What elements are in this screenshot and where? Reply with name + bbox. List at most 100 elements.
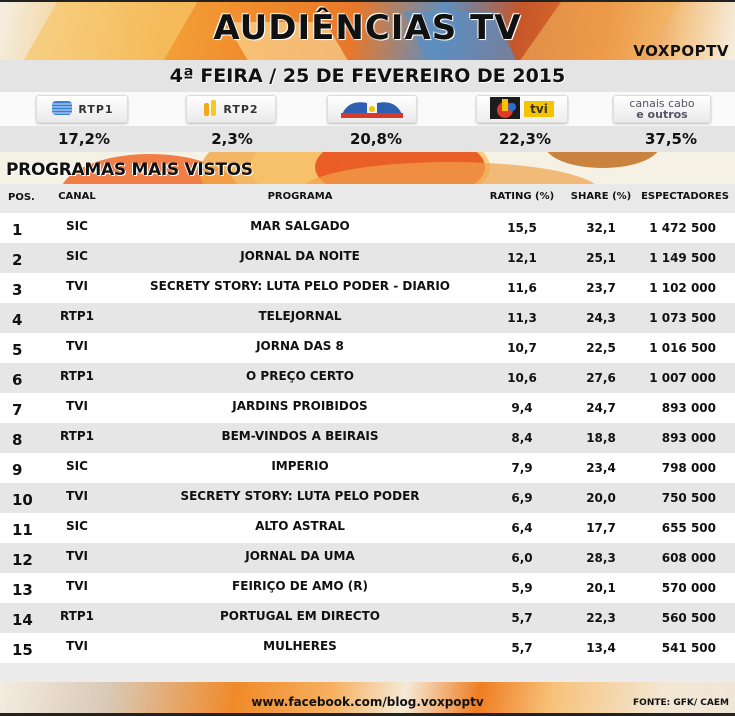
cell-canal: SIC — [66, 219, 88, 233]
section-band: PROGRAMAS MAIS VISTOS — [0, 152, 735, 184]
cell-share: 25,1 — [586, 251, 616, 265]
tvi-logo-text: tvi — [524, 101, 554, 117]
cell-espectadores: 608 000 — [661, 551, 716, 565]
share-rtp2: 2,3% — [211, 130, 253, 148]
cell-pos: 10 — [12, 491, 33, 509]
cell-espectadores: 541 500 — [661, 641, 716, 655]
table-row: 6 RTP1 O PREÇO CERTO 10,6 27,6 1 007 000 — [0, 363, 735, 393]
cell-pos: 7 — [12, 401, 23, 419]
cell-share: 17,7 — [586, 521, 616, 535]
cell-canal: SIC — [66, 459, 88, 473]
share-cabo: 37,5% — [644, 130, 698, 148]
cell-programa: TELEJORNAL — [258, 309, 342, 323]
cell-canal: RTP1 — [59, 609, 95, 623]
cell-rating: 6,0 — [511, 551, 533, 565]
footer-banner: www.facebook.com/blog.voxpoptv FONTE: GF… — [0, 682, 735, 716]
table-row: 7 TVI JARDINS PROIBIDOS 9,4 24,7 893 000 — [0, 393, 735, 423]
cell-pos: 15 — [12, 641, 33, 659]
cell-programa: PORTUGAL EM DIRECTO — [220, 609, 380, 623]
table-header: POS. CANAL PROGRAMA RATING (%) SHARE (%)… — [0, 184, 735, 213]
cell-espectadores: 1 102 000 — [649, 281, 716, 295]
column-header-share: SHARE (%) — [570, 191, 632, 202]
cell-rating: 12,1 — [507, 251, 537, 265]
cell-programa: JORNAL DA NOITE — [240, 249, 360, 263]
cell-rating: 6,9 — [511, 491, 533, 505]
cell-share: 28,3 — [586, 551, 616, 565]
cell-pos: 13 — [12, 581, 33, 599]
sic-logo-icon — [337, 97, 407, 122]
table-row: 15 TVI MULHERES 5,7 13,4 541 500 — [0, 633, 735, 663]
cell-espectadores: 893 000 — [661, 401, 716, 415]
rtp1-logo: RTP1 — [36, 95, 128, 123]
column-header-rating: RATING (%) — [489, 191, 555, 202]
cell-share: 20,1 — [586, 581, 616, 595]
decorative-shape — [300, 162, 600, 184]
cell-share: 32,1 — [586, 221, 616, 235]
cell-programa: MULHERES — [263, 639, 337, 653]
cell-canal: RTP1 — [59, 429, 95, 443]
cell-canal: TVI — [66, 579, 88, 593]
cell-espectadores: 893 000 — [661, 431, 716, 445]
cell-canal: TVI — [66, 279, 88, 293]
cell-programa: FEIRIÇO DE AMO (R) — [232, 579, 368, 593]
rtp2-logo-icon — [203, 99, 219, 120]
cell-canal: RTP1 — [59, 369, 95, 383]
table-row: 14 RTP1 PORTUGAL EM DIRECTO 5,7 22,3 560… — [0, 603, 735, 633]
cell-espectadores: 750 500 — [661, 491, 716, 505]
column-header-pos: POS. — [8, 192, 35, 203]
rtp1-logo-icon — [50, 100, 74, 119]
cell-share: 13,4 — [586, 641, 616, 655]
share-rtp1: 17,2% — [57, 130, 111, 148]
table-row: 2 SIC JORNAL DA NOITE 12,1 25,1 1 149 50… — [0, 243, 735, 273]
cell-canal: TVI — [66, 489, 88, 503]
cabo-logo-text-line1: canais cabo — [629, 97, 695, 110]
table-row: 12 TVI JORNAL DA UMA 6,0 28,3 608 000 — [0, 543, 735, 573]
column-header-canal: CANAL — [58, 191, 96, 202]
column-header-espectadores: ESPECTADORES — [641, 191, 729, 202]
cell-share: 18,8 — [586, 431, 616, 445]
cell-pos: 2 — [12, 251, 23, 269]
cell-share: 23,7 — [586, 281, 616, 295]
channel-shares: 17,2% 2,3% 20,8% 22,3% 37,5% — [0, 126, 735, 152]
table-row: 5 TVI JORNA DAS 8 10,7 22,5 1 016 500 — [0, 333, 735, 363]
share-sic: 20,8% — [349, 130, 403, 148]
cabo-logo: canais cabo e outros — [613, 95, 711, 123]
cell-espectadores: 1 073 500 — [649, 311, 716, 325]
cell-espectadores: 1 149 500 — [649, 251, 716, 265]
cell-pos: 3 — [12, 281, 23, 299]
cell-rating: 9,4 — [511, 401, 533, 415]
cell-programa: SECRETY STORY: LUTA PELO PODER — [180, 489, 420, 503]
cell-rating: 7,9 — [511, 461, 533, 475]
cell-rating: 5,7 — [511, 611, 533, 625]
cell-programa: BEM-VINDOS A BEIRAIS — [221, 429, 379, 443]
cell-rating: 6,4 — [511, 521, 533, 535]
cell-canal: TVI — [66, 399, 88, 413]
cell-rating: 8,4 — [511, 431, 533, 445]
cell-share: 27,6 — [586, 371, 616, 385]
cell-pos: 1 — [12, 221, 23, 239]
cell-pos: 11 — [12, 521, 33, 539]
share-tvi: 22,3% — [498, 130, 552, 148]
rtp2-logo: RTP2 — [186, 95, 276, 123]
sic-logo — [327, 95, 417, 123]
cell-rating: 11,3 — [507, 311, 537, 325]
cell-canal: TVI — [66, 549, 88, 563]
section-title: PROGRAMAS MAIS VISTOS — [6, 160, 253, 180]
channel-logos: RTP1 RTP2 tvi canais cabo e outros — [0, 92, 735, 126]
rtp2-logo-text: RTP2 — [223, 102, 259, 116]
cell-espectadores: 655 500 — [661, 521, 716, 535]
facebook-link[interactable]: www.facebook.com/blog.voxpoptv — [251, 695, 484, 709]
table-row: 8 RTP1 BEM-VINDOS A BEIRAIS 8,4 18,8 893… — [0, 423, 735, 453]
cell-programa: IMPERIO — [271, 459, 329, 473]
cabo-logo-text-line2: e outros — [636, 108, 688, 121]
cell-pos: 9 — [12, 461, 23, 479]
brand-label: VOXPOPTV — [633, 42, 729, 60]
table-row: 9 SIC IMPERIO 7,9 23,4 798 000 — [0, 453, 735, 483]
ratings-table: POS. CANAL PROGRAMA RATING (%) SHARE (%)… — [0, 184, 735, 663]
rtp1-logo-text: RTP1 — [78, 102, 114, 116]
cell-rating: 10,7 — [507, 341, 537, 355]
cell-share: 24,7 — [586, 401, 616, 415]
cell-programa: ALTO ASTRAL — [255, 519, 345, 533]
cell-rating: 5,9 — [511, 581, 533, 595]
